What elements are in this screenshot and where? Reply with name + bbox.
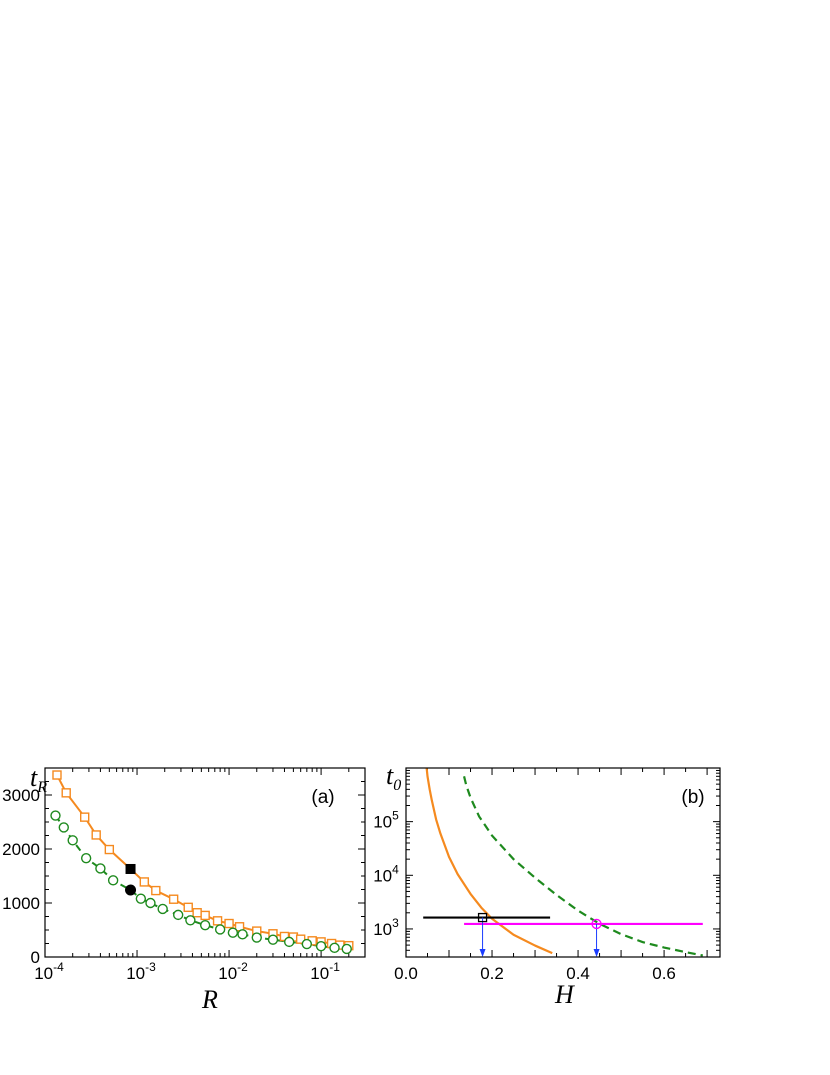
- y-axis-title-a-main: t: [30, 763, 38, 792]
- green-circle-point: [214, 924, 226, 935]
- x-tick-label: 0.4: [566, 964, 590, 983]
- x-tick-label: 0.0: [394, 964, 418, 983]
- green-circle-point: [329, 942, 340, 954]
- orange-square-point: [104, 844, 115, 855]
- orange-square-point: [224, 918, 234, 929]
- x-tick-label-base: 10: [34, 964, 53, 983]
- series-green-dashed-curve: [462, 776, 704, 957]
- orange-square-point: [151, 885, 161, 896]
- orange-square-point: [91, 830, 101, 840]
- green-circle-point: [67, 835, 78, 846]
- green-circle-point: [185, 915, 196, 926]
- highlighted-circle-point: [125, 884, 137, 896]
- green-circle-point: [341, 943, 352, 955]
- x-tick-label-exp: -1: [329, 960, 340, 974]
- y-axis-title-a: tR: [30, 763, 47, 796]
- drop-arrow-head: [593, 949, 600, 957]
- x-tick-label: 10-2: [218, 960, 248, 983]
- x-axis-title-b-main: H: [554, 980, 575, 1009]
- x-tick-label-exp: -3: [145, 960, 156, 974]
- x-tick-label: 0.6: [652, 964, 676, 983]
- green-circle-point: [301, 938, 313, 950]
- x-tick-label-base: 10: [126, 964, 145, 983]
- green-circle-point: [251, 932, 262, 943]
- y-tick-label: 2000: [2, 840, 40, 859]
- panel-label-a: (a): [311, 787, 334, 808]
- orange-square-point: [295, 934, 306, 944]
- intersection-circle-marker: [591, 918, 602, 930]
- y-tick-label-base: 10: [373, 813, 392, 832]
- y-tick-label: 103: [373, 916, 399, 939]
- green-circle-point: [172, 909, 184, 921]
- x-tick-label-exp: -2: [237, 960, 248, 974]
- y-tick-label-exp: 5: [392, 809, 399, 823]
- x-tick-label: 0.2: [480, 964, 504, 983]
- highlighted-square-point: [125, 863, 136, 874]
- panel-label-b: (b): [681, 787, 704, 808]
- orange-square-point: [61, 788, 71, 798]
- y-tick-label-exp: 4: [392, 862, 399, 876]
- green-circle-point: [227, 927, 239, 938]
- green-circle-point: [135, 893, 147, 904]
- green-circle-point: [95, 863, 106, 874]
- green-circle-point: [145, 897, 156, 909]
- green-circle-point: [58, 822, 69, 833]
- y-tick-label-base: 10: [373, 866, 392, 885]
- series-orange-curve: [425, 768, 553, 955]
- curves-b: [425, 768, 704, 957]
- green-circle-point: [315, 941, 327, 952]
- orange-square-point: [79, 812, 90, 822]
- green-circle-point: [80, 852, 92, 864]
- x-tick-label: 10-1: [310, 960, 340, 983]
- drop-arrow-head: [479, 949, 486, 957]
- y-tick-label: 1000: [2, 894, 40, 913]
- y-axis-title-b: t0: [386, 761, 401, 794]
- y-axis-title-b-main: t: [386, 761, 394, 790]
- x-axis-title-a: R: [201, 985, 218, 1014]
- green-circle-point: [50, 810, 61, 821]
- x-tick-label: 10-3: [126, 960, 156, 983]
- green-circle-point: [107, 875, 119, 886]
- orange-square-point: [200, 910, 210, 921]
- green-circle-point: [267, 934, 279, 945]
- x-axis-title-a-main: R: [201, 985, 218, 1014]
- x-tick-label-base: 10: [218, 964, 237, 983]
- y-axis-title-b-sub: 0: [393, 777, 401, 794]
- orange-square-point: [52, 770, 62, 780]
- green-circle-point: [157, 903, 168, 915]
- y-tick-label: 3000: [2, 786, 40, 805]
- x-axis-title-b: H: [554, 980, 575, 1009]
- y-axis-title-a-sub: R: [36, 779, 47, 796]
- orange-square-point: [183, 902, 193, 913]
- x-tick-label: 10-4: [34, 960, 64, 983]
- x-tick-label-exp: -4: [53, 960, 64, 974]
- y-tick-label-exp: 3: [392, 916, 399, 930]
- y-tick-label: 105: [373, 809, 399, 832]
- orange-square-point: [212, 916, 223, 926]
- orange-square-point: [192, 908, 202, 918]
- x-tick-label-base: 10: [310, 964, 329, 983]
- orange-square-point: [139, 877, 150, 887]
- green-circle-point: [283, 936, 295, 948]
- orange-square-point: [168, 894, 179, 904]
- green-circle-point: [199, 919, 211, 931]
- plot-frame-a: [44, 767, 366, 958]
- y-tick-label: 104: [373, 862, 399, 885]
- plot-frame-b: [405, 767, 721, 958]
- intersection-square-marker: [477, 912, 488, 923]
- y-tick-label-base: 10: [373, 920, 392, 939]
- y-tick-label: 0: [31, 948, 40, 967]
- green-circle-point: [237, 929, 248, 940]
